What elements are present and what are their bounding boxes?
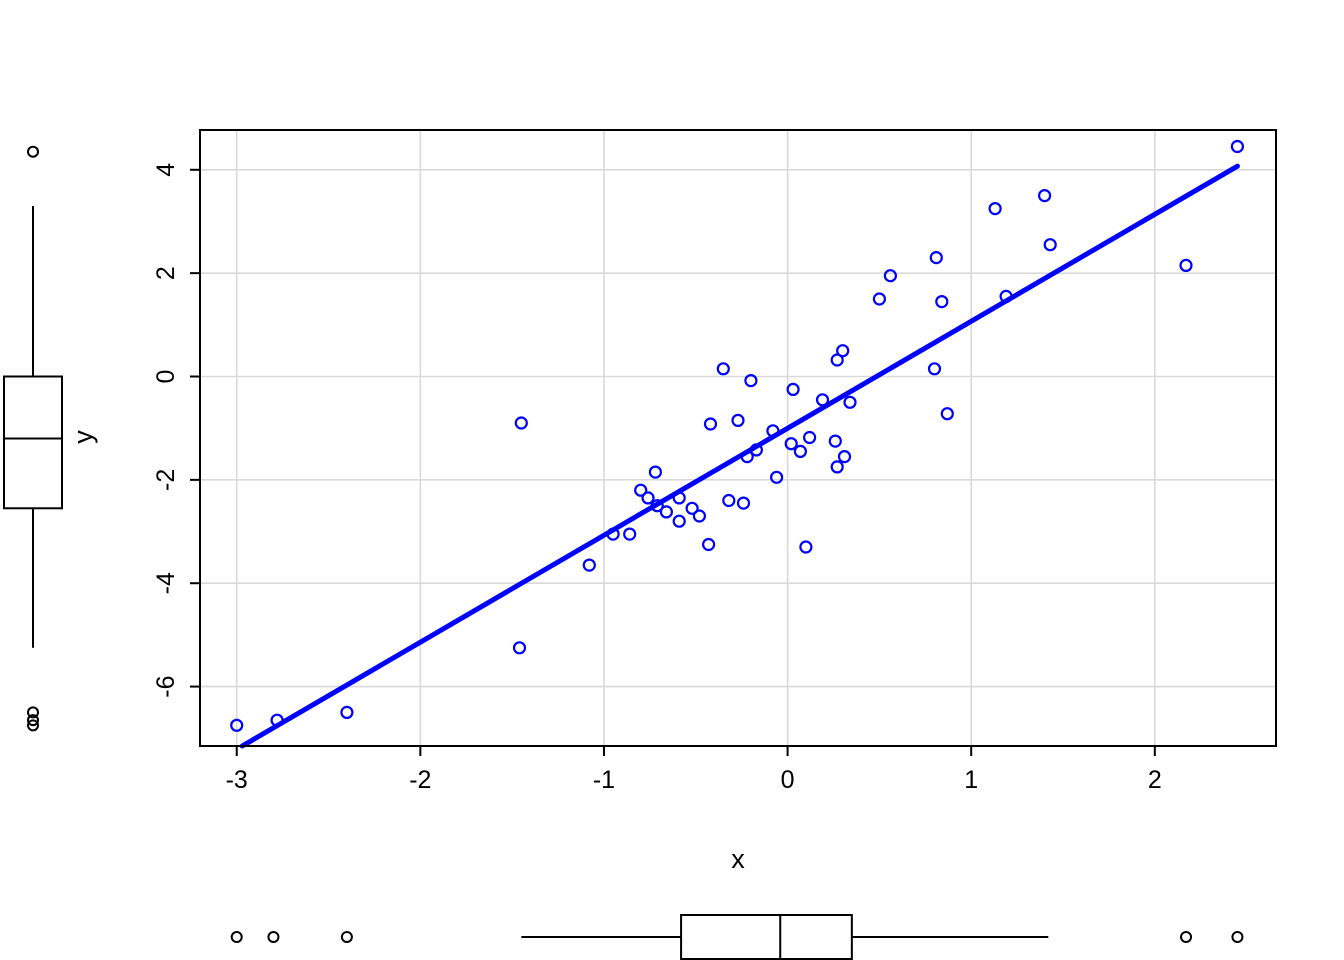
scatter-point	[641, 491, 655, 505]
scatter-point	[843, 395, 857, 409]
y-tick-label: -6	[152, 675, 180, 697]
x-box-outlier	[1180, 931, 1193, 943]
scatter-point	[512, 641, 527, 655]
y-box-outlier	[27, 706, 39, 719]
x-box-outlier	[340, 931, 353, 943]
y-box-outlier	[27, 714, 39, 727]
scatter-point	[659, 505, 674, 519]
scatter-point	[769, 470, 784, 484]
regression-line	[239, 163, 1240, 749]
x-tick-label: -1	[593, 766, 615, 794]
x-box-outlier	[267, 931, 280, 943]
scatter-point	[1179, 258, 1193, 272]
scatter-point	[929, 251, 943, 265]
y-box-outlier	[27, 145, 39, 158]
scatter-point	[828, 434, 842, 448]
y-tick-label: -4	[152, 572, 180, 594]
scatter-point	[230, 718, 244, 732]
scatter-point	[716, 362, 730, 376]
scatter-point	[935, 295, 949, 309]
scatter-point	[623, 527, 637, 541]
x-tick-label: 0	[781, 766, 795, 794]
scatter-point	[883, 269, 898, 283]
scatter-point	[731, 413, 745, 427]
grid-lines	[200, 130, 1276, 746]
scatter-point	[793, 444, 808, 458]
x-axis-title: x	[731, 844, 745, 874]
scatter-point	[744, 374, 758, 388]
scatter-point	[799, 540, 813, 554]
scatter-point	[940, 407, 954, 421]
scatter-point	[340, 705, 354, 720]
scatter-point	[703, 417, 718, 431]
scatter-point	[701, 537, 716, 552]
y-box	[3, 375, 63, 510]
y-tick-label: -2	[152, 469, 180, 491]
scatter-point	[1230, 139, 1245, 154]
scatter-points	[230, 139, 1245, 732]
x-tick-label: 2	[1148, 766, 1162, 794]
scatter-point	[872, 292, 887, 306]
scatter-point	[648, 465, 663, 479]
scatter-point	[836, 344, 850, 358]
x-box-outlier	[1231, 931, 1244, 943]
plot-panel-border	[199, 129, 1277, 747]
scatter-point	[784, 437, 798, 451]
x-tick-label: 1	[964, 766, 978, 794]
scatter-point	[692, 509, 707, 523]
scatter-point	[830, 353, 844, 367]
scatter-point	[514, 416, 528, 430]
scatter-point	[802, 430, 817, 445]
scatter-point	[1037, 189, 1052, 203]
scatter-point	[988, 202, 1002, 216]
x-box-outlier	[230, 931, 243, 943]
y-tick-label: 4	[152, 163, 180, 177]
scatter-point	[786, 382, 800, 396]
x-box	[680, 914, 853, 960]
scatter-point	[722, 493, 736, 508]
scatter-point	[837, 450, 852, 464]
scatter-point	[830, 460, 844, 474]
y-tick-label: 0	[152, 370, 180, 384]
scatter-point	[1043, 238, 1057, 252]
x-marginal-boxplot	[230, 914, 1244, 960]
y-marginal-boxplot	[3, 145, 63, 732]
y-box-outlier	[27, 719, 39, 732]
scatter-point	[685, 501, 699, 515]
axes: -3 -2 -1 0 1 2 -6 -4 -2 0 2 4	[152, 163, 1162, 794]
scatter-point	[927, 362, 942, 376]
scatter-point	[736, 496, 751, 510]
x-tick-label: -2	[409, 766, 431, 794]
scatter-point	[672, 514, 686, 528]
x-tick-label: -3	[226, 766, 248, 794]
regression-line-layer	[239, 163, 1240, 749]
scatter-point	[634, 483, 648, 497]
y-axis-title: y	[68, 430, 98, 444]
scatter-point	[582, 558, 596, 572]
y-tick-label: 2	[152, 266, 180, 280]
